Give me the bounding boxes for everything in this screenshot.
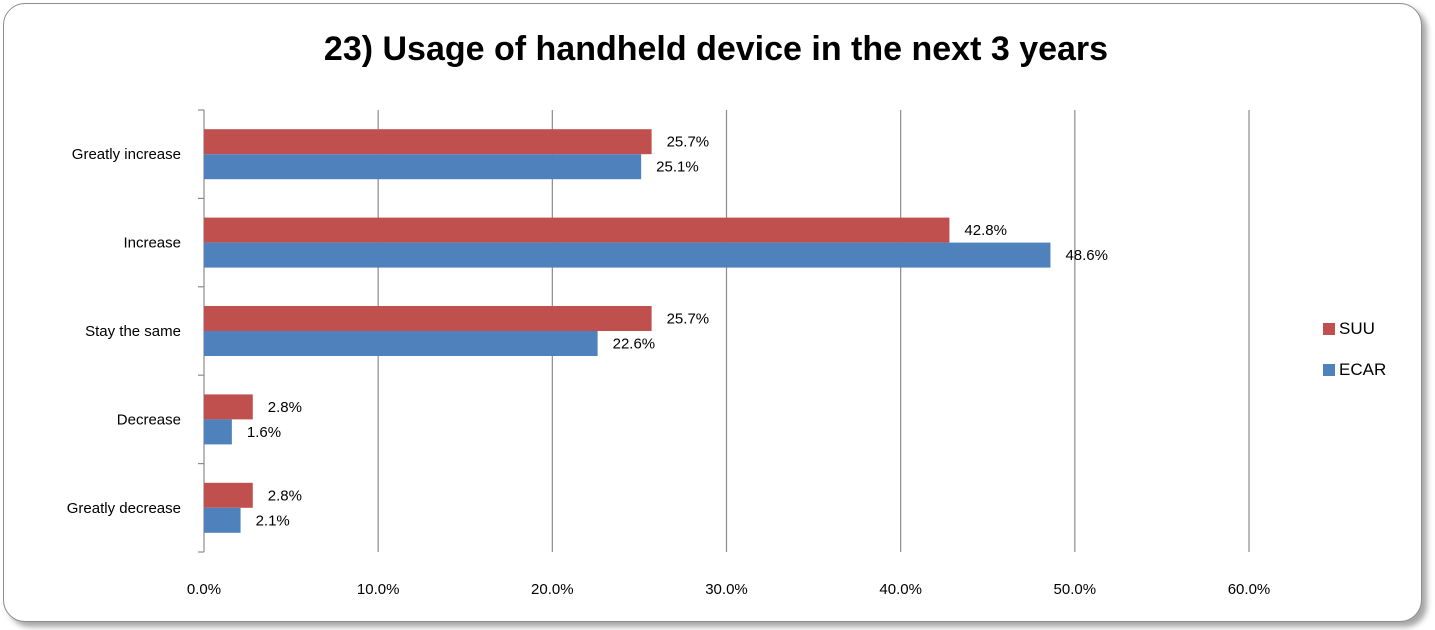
data-label: 22.6% (613, 336, 656, 353)
bar-suu (204, 394, 253, 420)
data-label: 2.8% (268, 399, 302, 416)
category-label: Greatly decrease (67, 500, 181, 517)
x-tick-label: 30.0% (705, 581, 748, 598)
data-label: 1.6% (247, 424, 281, 441)
bar-suu (204, 217, 950, 243)
x-tick-label: 0.0% (187, 581, 221, 598)
data-label: 48.6% (1065, 247, 1108, 264)
data-label: 42.8% (964, 222, 1007, 239)
category-label: Decrease (117, 411, 181, 428)
legend: SUU ECAR (1323, 318, 1386, 400)
bar-ecar (204, 154, 642, 180)
bar-suu (204, 306, 652, 331)
data-label: 2.8% (268, 487, 302, 504)
bar-ecar (204, 507, 241, 533)
category-label: Greatly increase (72, 146, 181, 163)
data-label: 2.1% (256, 512, 290, 529)
legend-label-suu: SUU (1339, 319, 1375, 338)
bar-suu (204, 129, 652, 155)
x-tick-label: 10.0% (357, 581, 400, 598)
x-tick-label: 40.0% (879, 581, 922, 598)
chart-title: 23) Usage of handheld device in the next… (323, 30, 1109, 68)
data-label: 25.7% (667, 311, 710, 328)
category-label: Stay the same (85, 323, 181, 340)
data-label: 25.7% (667, 134, 710, 151)
data-label: 25.1% (656, 159, 699, 176)
x-tick-label: 20.0% (531, 581, 574, 598)
bar-suu (204, 482, 253, 508)
legend-label-ecar: ECAR (1339, 360, 1387, 379)
x-tick-label: 60.0% (1228, 581, 1271, 598)
x-tick-label: 50.0% (1054, 581, 1097, 598)
legend-swatch-ecar (1323, 364, 1335, 376)
category-label: Increase (123, 235, 181, 252)
legend-item-suu: SUU (1323, 318, 1386, 340)
legend-item-ecar: ECAR (1323, 359, 1386, 381)
legend-swatch-suu (1323, 323, 1335, 335)
bar-ecar (204, 419, 232, 445)
bar-ecar (204, 242, 1051, 268)
bar-ecar (204, 331, 598, 356)
